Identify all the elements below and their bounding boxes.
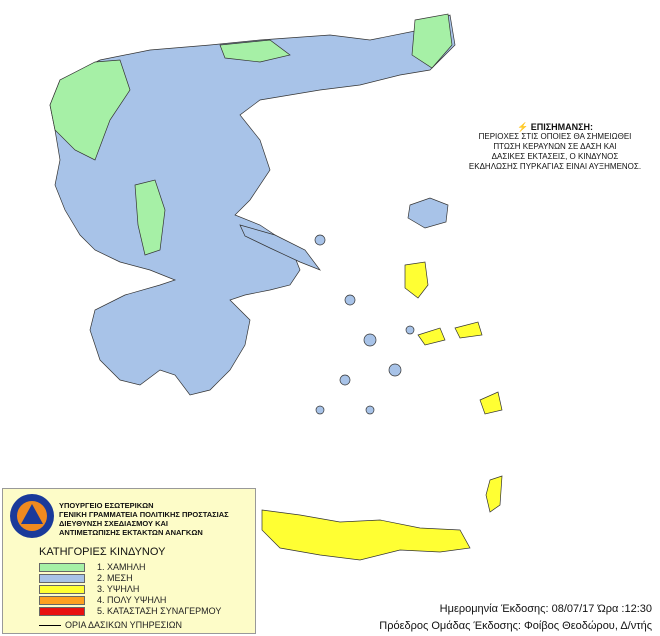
lightning-notice: ⚡ ΕΠΙΣΗΜΑΝΣΗ: ΠΕΡΙΟΧΕΣ ΣΤΙΣ ΟΠΟΙΕΣ ΘΑ ΣΗ… <box>450 122 660 172</box>
legend: ΥΠΟΥΡΓΕΙΟ ΕΣΩΤΕΡΙΚΩΝ ΓΕΝΙΚΗ ΓΡΑΜΜΑΤΕΙΑ Π… <box>2 488 256 634</box>
island <box>365 405 375 415</box>
dodecanese-region-high <box>479 391 503 415</box>
north-region-low <box>219 39 291 63</box>
samos-region-high <box>417 327 446 346</box>
notice-title: ΕΠΙΣΗΜΑΝΣΗ: <box>530 122 594 132</box>
issue-date: Ημερομηνία Έκδοσης: 08/07/17 Ώρα :12:30 <box>439 603 652 615</box>
island <box>315 405 325 415</box>
org-line: ΥΠΟΥΡΓΕΙΟ ΕΣΩΤΕΡΙΚΩΝ <box>59 501 154 510</box>
island <box>339 374 351 386</box>
civil-protection-logo <box>10 494 54 538</box>
legend-item: 5. ΚΑΤΑΣΤΑΣΗ ΣΥΝΑΓΕΡΜΟΥ <box>39 606 221 617</box>
legend-label: 1. ΧΑΜΗΛΗ <box>97 562 146 572</box>
island <box>363 333 377 347</box>
island <box>344 294 356 306</box>
legend-swatch <box>39 596 85 605</box>
northeast-region-low <box>411 13 453 69</box>
legend-label: 2. ΜΕΣΗ <box>97 573 133 583</box>
border-label: ΟΡΙΑ ΔΑΣΙΚΩΝ ΥΠΗΡΕΣΙΩΝ <box>65 620 182 630</box>
org-line: ΑΝΤΙΜΕΤΩΠΙΣΗΣ ΕΚΤΑΚΤΩΝ ΑΝΑΓΚΩΝ <box>59 528 203 537</box>
island <box>314 234 326 246</box>
border-line-swatch <box>39 624 61 626</box>
chios-region-high <box>404 261 429 299</box>
mainland-region-medium <box>49 14 456 396</box>
legend-label: 3. ΥΨΗΛΗ <box>97 584 140 594</box>
notice-line: ΠΕΡΙΟΧΕΣ ΣΤΙΣ ΟΠΟΙΕΣ ΘΑ ΣΗΜΕΙΩΘΕΙ <box>478 132 632 141</box>
org-line: ΓΕΝΙΚΗ ΓΡΑΜΜΑΤΕΙΑ ΠΟΛΙΤΙΚΗΣ ΠΡΟΣΤΑΣΙΑΣ <box>59 510 229 519</box>
rhodes-region-high <box>485 475 503 513</box>
legend-title: ΚΑΤΗΓΟΡΙΕΣ ΚΙΝΔΥΝΟΥ <box>39 546 166 558</box>
notice-line: ΕΚΔΗΛΩΣΗΣ ΠΥΡΚΑΓΙΑΣ ΕΙΝΑΙ ΑΥΞΗΜΕΝΟΣ. <box>468 162 642 171</box>
legend-item: 2. ΜΕΣΗ <box>39 573 221 584</box>
legend-swatch <box>39 607 85 616</box>
issue-author: Πρόεδρος Ομάδας Έκδοσης: Φοίβος Θεοδώρου… <box>379 620 652 632</box>
legend-label: 5. ΚΑΤΑΣΤΑΣΗ ΣΥΝΑΓΕΡΜΟΥ <box>97 606 222 616</box>
legend-swatch <box>39 563 85 572</box>
legend-categories: 1. ΧΑΜΗΛΗ 2. ΜΕΣΗ 3. ΥΨΗΛΗ 4. ΠΟΛΥ ΥΨΗΛΗ 5. … <box>39 562 221 617</box>
lesvos-region-medium <box>407 197 449 229</box>
organization-name: ΥΠΟΥΡΓΕΙΟ ΕΣΩΤΕΡΙΚΩΝ ΓΕΝΙΚΗ ΓΡΑΜΜΑΤΕΙΑ Π… <box>59 501 229 537</box>
samos2-region-high <box>454 321 483 339</box>
legend-label: 4. ΠΟΛΥ ΥΨΗΛΗ <box>97 595 167 605</box>
org-line: ΔΙΕΥΘΥΝΣΗ ΣΧΕΔΙΑΣΜΟΥ ΚΑΙ <box>59 519 169 528</box>
notice-line: ΠΤΩΣΗ ΚΕΡΑΥΝΩΝ ΣΕ ΔΑΣΗ ΚΑΙ <box>493 142 617 151</box>
issue-info: Ημερομηνία Έκδοσης: 08/07/17 Ώρα :12:30 … <box>379 601 652 635</box>
legend-swatch <box>39 585 85 594</box>
notice-line: ΔΑΣΙΚΕΣ ΕΚΤΑΣΕΙΣ, Ο ΚΙΝΔΥΝΟΣ <box>491 152 619 161</box>
island <box>388 363 402 377</box>
legend-item: 3. ΥΨΗΛΗ <box>39 584 221 595</box>
pindus-region-low <box>134 179 166 256</box>
legend-swatch <box>39 574 85 583</box>
northwest-region-low <box>49 59 131 161</box>
lightning-icon: ⚡ <box>516 122 529 132</box>
forest-service-border-legend: ΟΡΙΑ ΔΑΣΙΚΩΝ ΥΠΗΡΕΣΙΩΝ <box>39 619 182 631</box>
legend-item: 4. ΠΟΛΥ ΥΨΗΛΗ <box>39 595 221 606</box>
crete-region-high <box>261 509 471 561</box>
island <box>405 325 415 335</box>
legend-item: 1. ΧΑΜΗΛΗ <box>39 562 221 573</box>
euboea-region-medium <box>239 224 322 271</box>
